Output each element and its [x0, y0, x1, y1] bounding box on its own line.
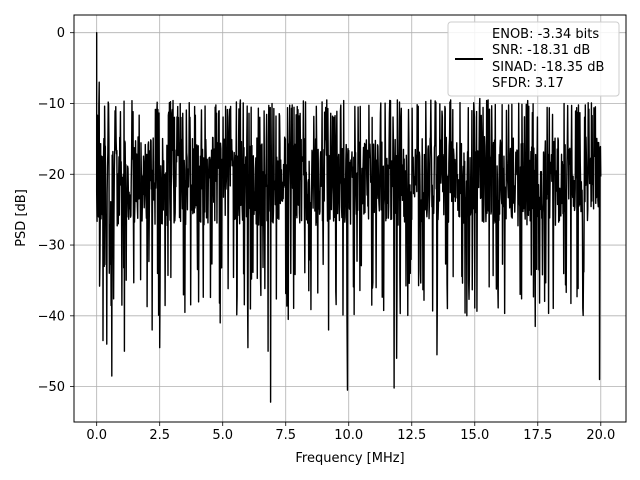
x-tick-label: 10.0: [334, 428, 363, 443]
y-tick-label: 0: [57, 26, 65, 41]
y-tick-label: −30: [38, 239, 65, 254]
series-layer: [95, 32, 602, 403]
legend-entry-sinad: SINAD: -18.35 dB: [492, 60, 604, 75]
y-tick-label: −50: [38, 380, 65, 395]
x-tick-label: 2.5: [149, 428, 170, 443]
y-axis: 0 −10 −20 −30 −40 −50: [38, 26, 74, 395]
legend-entry-sfdr: SFDR: 3.17: [492, 76, 564, 91]
legend: ENOB: -3.34 bits SNR: -18.31 dB SINAD: -…: [447, 21, 620, 97]
y-tick-label: −40: [38, 309, 65, 324]
x-axis: 0.0 2.5 5.0 7.5 10.0 12.5 15.0 17.5 20.0: [86, 422, 615, 443]
x-tick-label: 20.0: [586, 428, 615, 443]
y-axis-label: PSD [dB]: [14, 189, 29, 247]
x-tick-label: 17.5: [523, 428, 552, 443]
x-tick-label: 7.5: [275, 428, 296, 443]
y-tick-label: −20: [38, 168, 65, 183]
legend-entry-snr: SNR: -18.31 dB: [492, 43, 590, 58]
legend-entry-enob: ENOB: -3.34 bits: [492, 27, 599, 42]
legend-box: [447, 21, 620, 97]
x-tick-label: 15.0: [460, 428, 489, 443]
x-tick-label: 0.0: [86, 428, 107, 443]
y-tick-label: −10: [38, 97, 65, 112]
x-tick-label: 12.5: [397, 428, 426, 443]
x-tick-label: 5.0: [212, 428, 233, 443]
plot-frame: [73, 14, 627, 423]
x-axis-label: Frequency [MHz]: [295, 451, 404, 466]
psd-series-line: [95, 32, 602, 403]
